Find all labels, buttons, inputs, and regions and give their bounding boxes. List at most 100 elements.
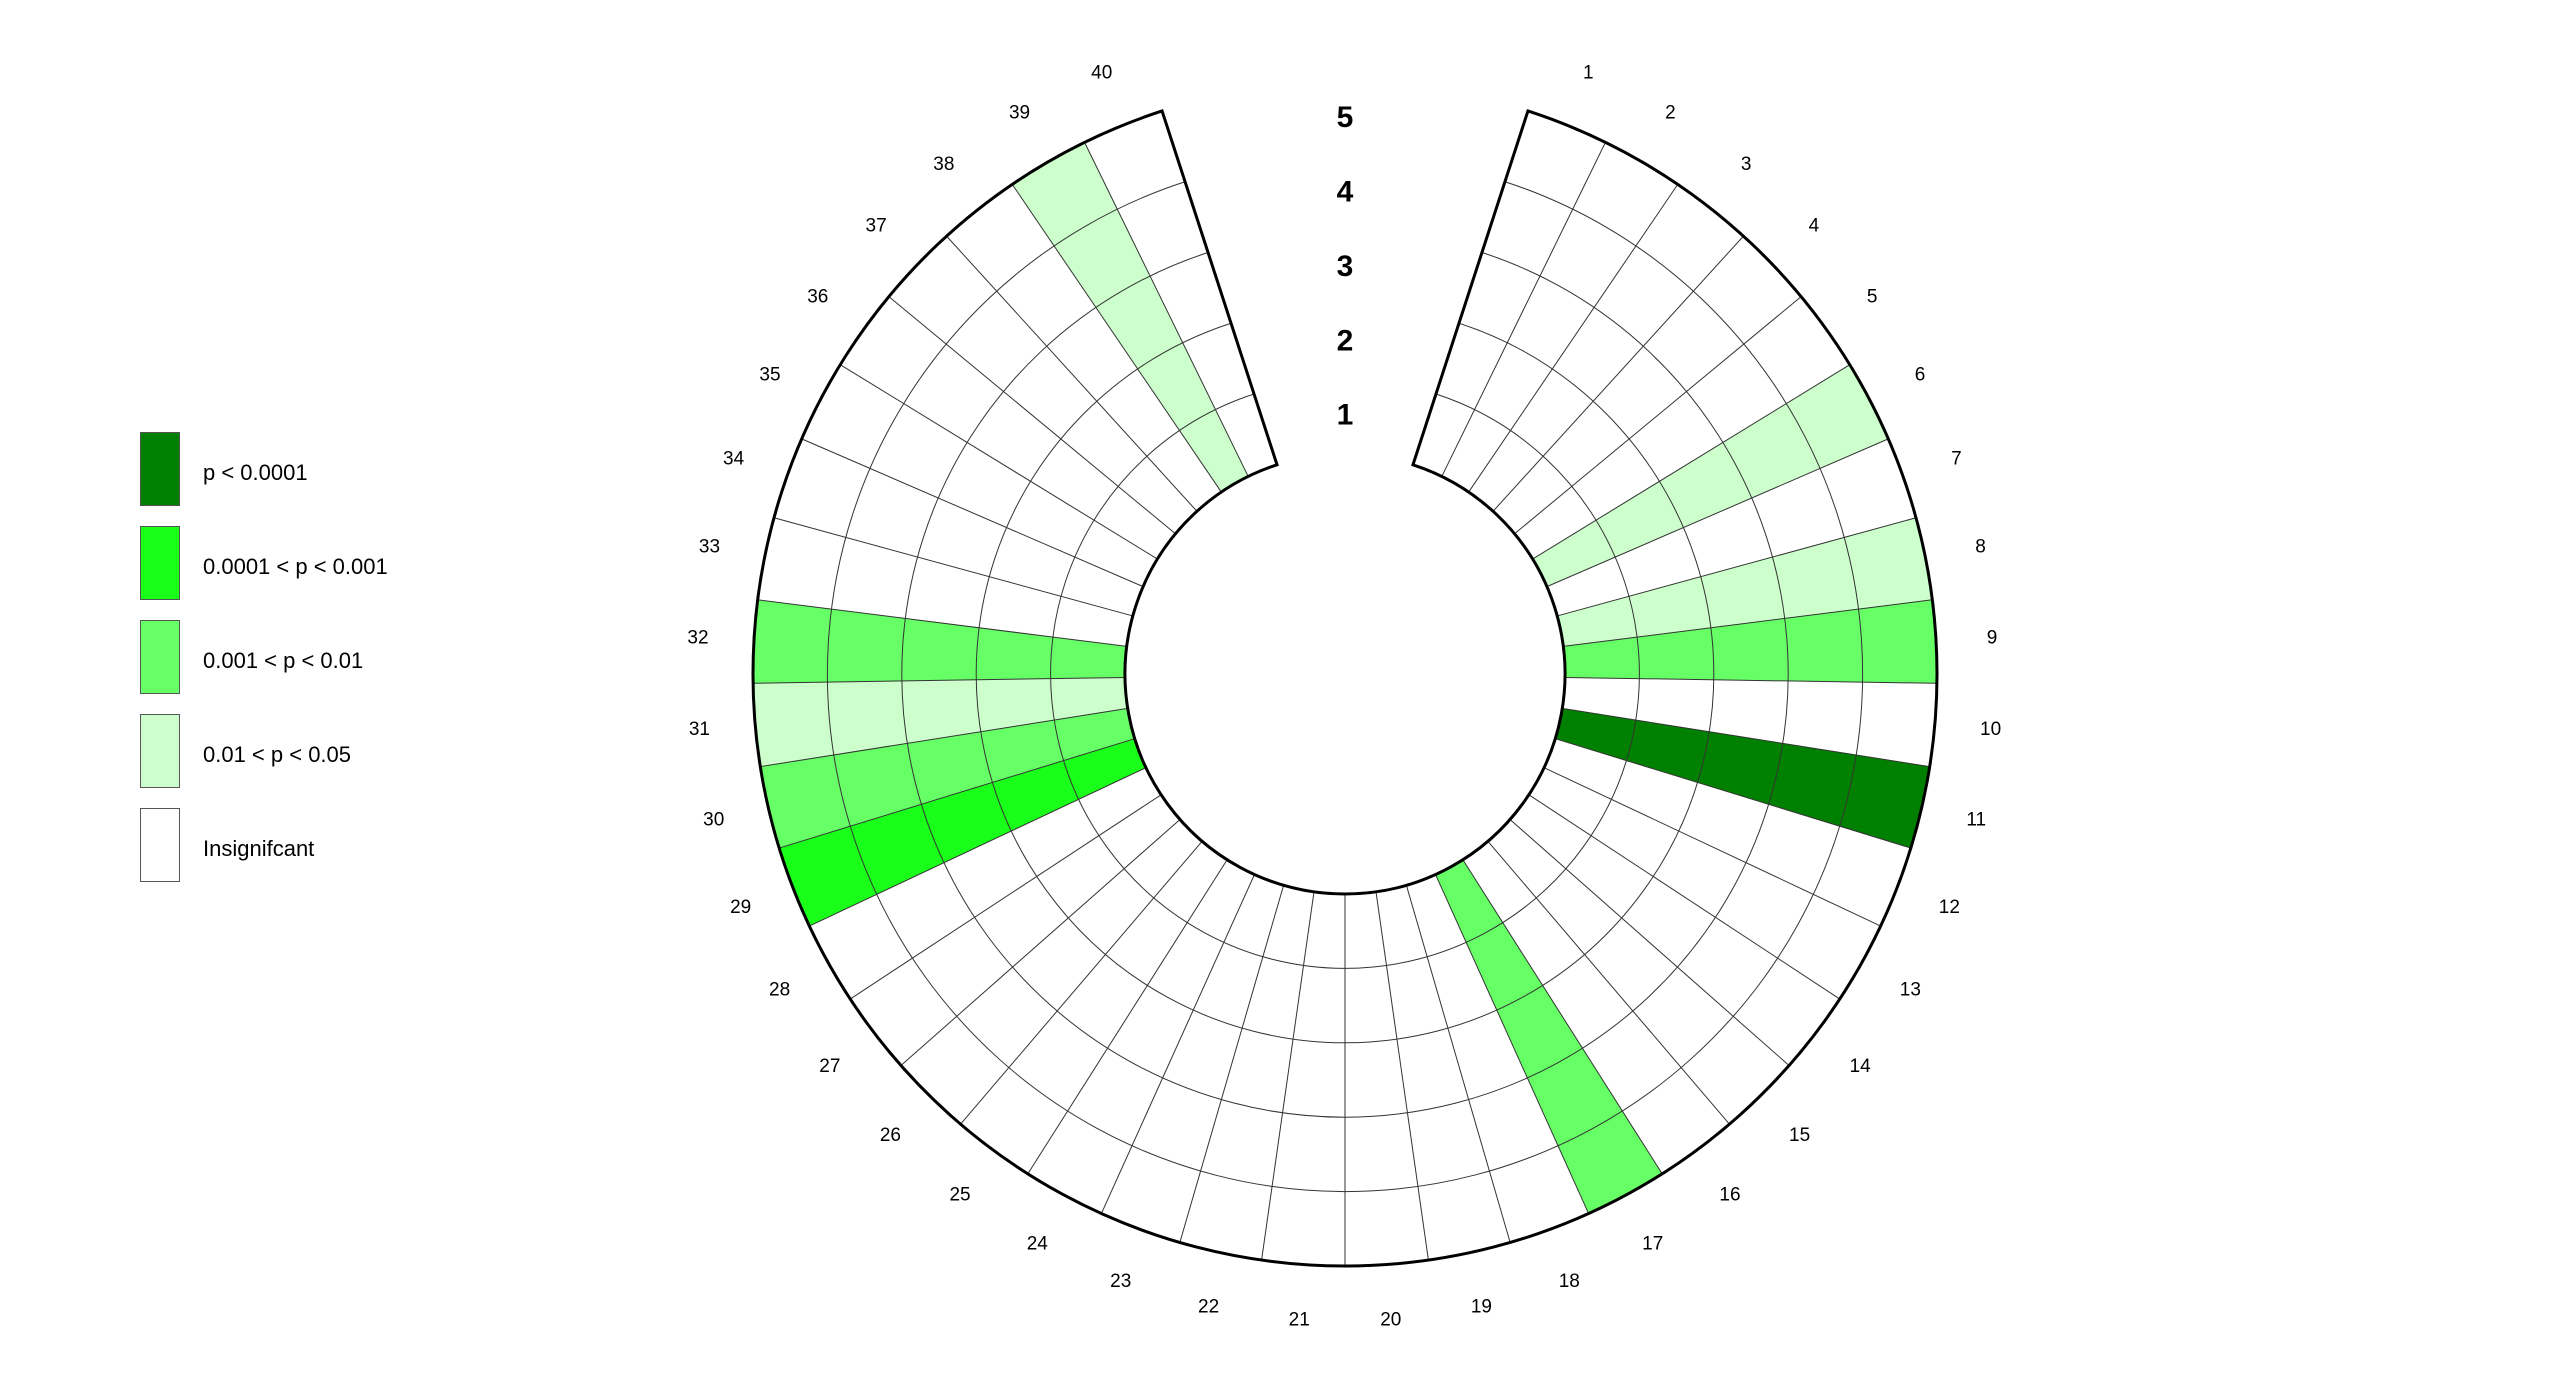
cell-seg-27-ring-3 bbox=[974, 876, 1069, 968]
cell-seg-27-ring-2 bbox=[1036, 835, 1125, 918]
cell-seg-33-ring-2 bbox=[979, 576, 1062, 638]
cell-seg-28-ring-2 bbox=[1011, 799, 1099, 877]
radial-gridline-11 bbox=[1555, 738, 1911, 849]
segment-label-1: 1 bbox=[1583, 62, 1594, 83]
cell-seg-20-ring-3 bbox=[1345, 1039, 1408, 1118]
cell-seg-14-ring-1 bbox=[1510, 794, 1592, 869]
cell-seg-19-ring-5 bbox=[1417, 1171, 1511, 1261]
segment-label-40: 40 bbox=[1091, 62, 1112, 83]
cell-seg-9-ring-3 bbox=[1710, 618, 1789, 681]
cell-seg-39-ring-4 bbox=[1054, 209, 1151, 308]
radial-gridline-12 bbox=[1543, 767, 1881, 927]
cell-seg-18-ring-3 bbox=[1447, 1010, 1528, 1100]
cell-seg-5-ring-3 bbox=[1629, 391, 1723, 482]
cell-seg-19-ring-2 bbox=[1386, 956, 1448, 1040]
legend-swatch-p4 bbox=[140, 714, 180, 788]
cell-seg-38-ring-3 bbox=[1046, 307, 1138, 402]
cell-seg-16-ring-1 bbox=[1462, 841, 1537, 923]
segment-label-4: 4 bbox=[1809, 216, 1820, 237]
cell-seg-19-ring-4 bbox=[1407, 1099, 1490, 1187]
cell-seg-25-ring-1 bbox=[1153, 841, 1228, 923]
cell-seg-37-ring-2 bbox=[1060, 401, 1147, 487]
radial-gridline-30 bbox=[760, 707, 1128, 768]
radial-gridline-5 bbox=[1532, 364, 1851, 560]
cell-seg-8-ring-4 bbox=[1772, 537, 1859, 619]
cell-seg-5-ring-5 bbox=[1743, 296, 1850, 404]
cell-seg-37-ring-3 bbox=[1003, 346, 1097, 439]
cell-seg-3-ring-1 bbox=[1468, 430, 1544, 512]
radial-gridline-27 bbox=[849, 794, 1162, 1000]
cell-seg-13-ring-3 bbox=[1653, 831, 1747, 918]
legend-item-p4: 0.01 < p < 0.05 bbox=[140, 714, 500, 790]
cell-seg-3-ring-2 bbox=[1510, 368, 1594, 457]
segment-label-29: 29 bbox=[730, 897, 751, 918]
segment-label-21: 21 bbox=[1289, 1309, 1310, 1330]
cell-seg-21-ring-4 bbox=[1272, 1112, 1345, 1192]
radial-gridline-3 bbox=[1492, 235, 1744, 512]
segment-label-15: 15 bbox=[1789, 1125, 1810, 1146]
cell-seg-34-ring-2 bbox=[989, 527, 1075, 597]
cell-seg-38-ring-2 bbox=[1096, 368, 1180, 457]
cell-seg-12-ring-1 bbox=[1544, 738, 1627, 800]
cell-seg-10-ring-4 bbox=[1782, 680, 1863, 755]
cell-seg-21-ring-5 bbox=[1261, 1186, 1345, 1266]
cell-seg-15-ring-2 bbox=[1536, 868, 1622, 955]
cell-seg-38-ring-5 bbox=[946, 184, 1055, 292]
cell-seg-2-ring-4 bbox=[1539, 209, 1636, 308]
cell-seg-29-ring-4 bbox=[850, 804, 944, 895]
legend-item-p1: p < 0.0001 bbox=[140, 432, 500, 508]
cell-seg-11-ring-4 bbox=[1768, 743, 1857, 827]
cell-seg-24-ring-2 bbox=[1147, 922, 1224, 1011]
radial-gridline-29 bbox=[779, 738, 1135, 849]
cell-seg-14-ring-3 bbox=[1621, 876, 1716, 968]
cell-seg-6-ring-2 bbox=[1596, 481, 1684, 558]
segment-label-22: 22 bbox=[1198, 1296, 1219, 1317]
cell-seg-8-ring-2 bbox=[1628, 576, 1711, 638]
cell-seg-39-ring-2 bbox=[1137, 342, 1216, 431]
radial-gridline-37 bbox=[946, 235, 1198, 512]
cell-seg-34-ring-5 bbox=[773, 438, 870, 538]
cell-seg-10-ring-2 bbox=[1635, 678, 1714, 732]
cell-seg-32-ring-5 bbox=[752, 599, 832, 684]
cell-seg-11-ring-3 bbox=[1697, 731, 1783, 805]
cell-seg-31-ring-5 bbox=[753, 682, 834, 767]
cell-seg-30-ring-4 bbox=[833, 743, 922, 827]
segment-label-23: 23 bbox=[1110, 1271, 1131, 1292]
cell-seg-1-ring-5 bbox=[1504, 110, 1606, 210]
cell-seg-4-ring-3 bbox=[1593, 346, 1687, 439]
cell-seg-32-ring-3 bbox=[901, 618, 980, 681]
legend-item-ns: Insignifcant bbox=[140, 808, 500, 884]
cell-seg-1-ring-4 bbox=[1481, 181, 1573, 276]
segment-label-11: 11 bbox=[1966, 809, 1986, 830]
radial-gridline-18 bbox=[1405, 885, 1511, 1243]
cell-seg-5-ring-2 bbox=[1571, 438, 1660, 521]
cell-seg-10-ring-1 bbox=[1562, 677, 1640, 721]
radial-gridline-1 bbox=[1441, 142, 1606, 477]
cell-seg-22-ring-1 bbox=[1262, 885, 1314, 966]
cell-seg-3-ring-3 bbox=[1552, 307, 1644, 402]
radial-gridline-13 bbox=[1528, 794, 1841, 1000]
cell-seg-12-ring-5 bbox=[1813, 826, 1911, 927]
cell-seg-2-ring-2 bbox=[1474, 342, 1553, 431]
radial-gridline-19 bbox=[1375, 891, 1429, 1261]
cell-seg-26-ring-3 bbox=[1012, 917, 1106, 1012]
cell-seg-29-ring-1 bbox=[1063, 738, 1146, 800]
cell-seg-7-ring-4 bbox=[1751, 468, 1845, 558]
cell-seg-8-ring-5 bbox=[1844, 517, 1933, 610]
radial-gridline-15 bbox=[1487, 840, 1730, 1125]
cell-seg-26-ring-1 bbox=[1124, 819, 1203, 898]
cell-seg-34-ring-4 bbox=[845, 468, 939, 558]
cell-seg-31-ring-4 bbox=[827, 680, 908, 755]
cell-seg-28-ring-3 bbox=[943, 831, 1037, 918]
legend-label-ns: Insignifcant bbox=[203, 836, 315, 861]
cell-seg-36-ring-5 bbox=[840, 296, 947, 404]
cell-seg-30-ring-3 bbox=[907, 731, 993, 805]
cell-seg-6-ring-3 bbox=[1659, 442, 1752, 528]
cell-seg-10-ring-5 bbox=[1856, 682, 1937, 767]
segment-label-37: 37 bbox=[866, 216, 887, 237]
segment-label-33: 33 bbox=[699, 537, 720, 558]
cell-seg-33-ring-1 bbox=[1052, 596, 1133, 647]
segment-label-31: 31 bbox=[689, 719, 710, 740]
radial-gridline-23 bbox=[1100, 874, 1255, 1214]
radial-gridline-21 bbox=[1261, 891, 1315, 1261]
